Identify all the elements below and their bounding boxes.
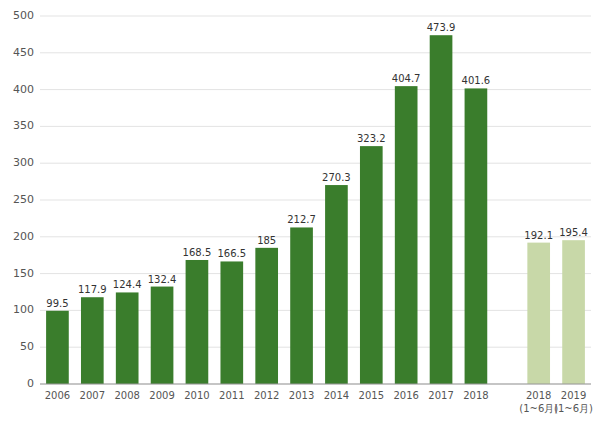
x-tick-label: 2009 xyxy=(149,390,174,401)
bar xyxy=(562,240,585,384)
x-tick-label: 2017 xyxy=(428,390,453,401)
page: {"chart_data": {"type": "bar", "categori… xyxy=(0,0,603,430)
y-tick-label: 300 xyxy=(13,156,34,169)
x-tick-label-line: 2008 xyxy=(114,390,139,401)
x-tick-label: 2016 xyxy=(393,390,418,401)
x-tick-label-line: 2015 xyxy=(359,390,384,401)
data-label: 166.5 xyxy=(217,248,246,259)
x-tick-label-line: (1~6月) xyxy=(554,403,593,414)
data-label: 192.1 xyxy=(524,230,553,241)
bar xyxy=(360,146,383,384)
grid-line xyxy=(40,163,591,164)
x-tick-label: 2019 (1~6月) xyxy=(554,390,593,414)
y-tick-label: 250 xyxy=(13,193,34,206)
data-label: 323.2 xyxy=(357,133,386,144)
x-tick-label: 2011 xyxy=(219,390,244,401)
x-tick-label-line: 2010 xyxy=(184,390,209,401)
grid-line xyxy=(40,384,591,385)
grid-line xyxy=(40,273,591,274)
bar xyxy=(255,248,278,384)
y-tick-label: 400 xyxy=(13,83,34,96)
x-tick-label-line: 2007 xyxy=(80,390,105,401)
grid-line xyxy=(40,236,591,237)
bar xyxy=(46,311,69,384)
y-tick-label: 100 xyxy=(13,303,34,316)
y-tick-label: 500 xyxy=(13,9,34,22)
data-label: 99.5 xyxy=(46,298,68,309)
data-label: 124.4 xyxy=(113,279,142,290)
bars xyxy=(46,35,585,384)
y-axis: 0 50 100 150 200 250 300 350 400 450 500 xyxy=(13,9,34,390)
grid-line xyxy=(40,200,591,201)
y-tick-label: 350 xyxy=(13,119,34,132)
x-tick-label-line: 2018 xyxy=(463,390,488,401)
bar xyxy=(220,261,243,384)
bar xyxy=(151,287,174,384)
bar xyxy=(395,86,418,384)
y-tick-label: 450 xyxy=(13,46,34,59)
bar xyxy=(116,292,139,384)
x-tick-label: 2006 xyxy=(45,390,70,401)
data-label: 212.7 xyxy=(287,214,316,225)
data-label: 168.5 xyxy=(183,247,212,258)
chart: 0 50 100 150 200 250 300 350 400 450 500 99.5 117.9 1… xyxy=(0,0,603,430)
x-axis-line xyxy=(40,384,591,385)
x-tick-label: 2015 xyxy=(359,390,384,401)
bar xyxy=(430,35,453,384)
x-tick-label-line: 2016 xyxy=(393,390,418,401)
x-tick-label-line: 2018 xyxy=(526,390,551,401)
x-tick-label-line: 2012 xyxy=(254,390,279,401)
y-tick-label: 150 xyxy=(13,267,34,280)
y-tick-label: 50 xyxy=(20,340,34,353)
data-label: 401.6 xyxy=(462,75,491,86)
x-tick-label-line: (1~6月) xyxy=(519,403,558,414)
data-label: 195.4 xyxy=(559,227,588,238)
x-tick-label: 2013 xyxy=(289,390,314,401)
x-axis: 2006 2007 2008 2009 2010 2011 2012 2013 2014 2015… xyxy=(45,390,593,414)
x-tick-label: 2014 xyxy=(324,390,349,401)
x-tick-label-line: 2017 xyxy=(428,390,453,401)
x-tick-label: 2018 xyxy=(463,390,488,401)
y-tick-label: 200 xyxy=(13,230,34,243)
x-tick-label: 2008 xyxy=(114,390,139,401)
x-tick-label-line: 2014 xyxy=(324,390,349,401)
x-tick-label: 2010 xyxy=(184,390,209,401)
grid xyxy=(40,16,591,384)
data-label: 270.3 xyxy=(322,172,351,183)
grid-line xyxy=(40,52,591,53)
y-tick-label: 0 xyxy=(27,377,34,390)
bar xyxy=(81,297,104,384)
data-label: 404.7 xyxy=(392,73,421,84)
bar xyxy=(290,227,313,384)
x-tick-label-line: 2009 xyxy=(149,390,174,401)
x-tick-label: 2007 xyxy=(80,390,105,401)
bar xyxy=(325,185,348,384)
grid-line xyxy=(40,89,591,90)
grid-line xyxy=(40,16,591,17)
data-label: 473.9 xyxy=(427,22,456,33)
grid-line xyxy=(40,126,591,127)
bar xyxy=(186,260,209,384)
data-label: 132.4 xyxy=(148,274,177,285)
x-tick-label: 2018 (1~6月) xyxy=(519,390,558,414)
x-tick-label-line: 2013 xyxy=(289,390,314,401)
x-tick-label: 2012 xyxy=(254,390,279,401)
x-tick-label-line: 2006 xyxy=(45,390,70,401)
bar xyxy=(465,88,488,384)
data-label: 117.9 xyxy=(78,284,107,295)
bar xyxy=(527,243,550,384)
data-label: 185 xyxy=(257,235,276,246)
x-tick-label-line: 2011 xyxy=(219,390,244,401)
data-labels: 99.5 117.9 124.4 132.4 168.5 166.5 185 212.7 270… xyxy=(46,22,588,309)
x-tick-label-line: 2019 xyxy=(561,390,586,401)
